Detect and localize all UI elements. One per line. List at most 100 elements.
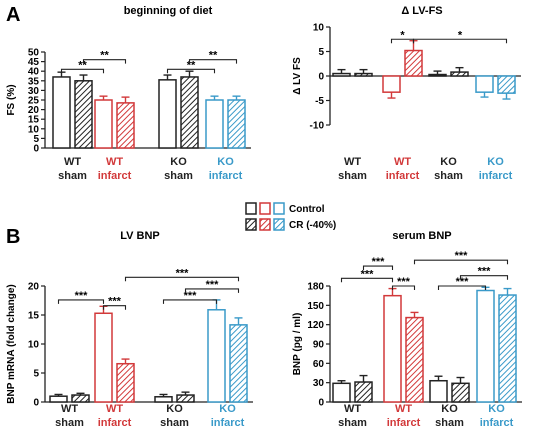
significance-label: *** (455, 250, 469, 262)
y-tick-label: 0 (318, 72, 324, 83)
significance-label: *** (75, 290, 89, 302)
bar-wt-sham-control (332, 72, 351, 77)
bar-wt-infarct-cr (116, 362, 135, 403)
bar-wt-infarct-control (383, 294, 402, 403)
legend-cr-label: CR (-40%) (289, 220, 336, 231)
y-tick-label: 10 (28, 124, 40, 135)
y-tick-label: 20 (28, 105, 40, 116)
bar-ko-sham-control (429, 379, 448, 403)
bar-ko-infarct-cr (497, 75, 516, 94)
significance-bracket (413, 259, 509, 265)
y-tick-label: 60 (313, 359, 325, 370)
significance-label: *** (456, 276, 470, 288)
legend-control-label: Control (289, 204, 325, 215)
bar-wt-sham-cr (71, 394, 90, 403)
significance-bracket (391, 285, 416, 290)
bar-ko-infarct-control (475, 75, 494, 93)
bar-wt-sham-cr (354, 381, 373, 403)
y-tick-label: 120 (307, 320, 324, 331)
significance-bracket (57, 299, 105, 304)
panel-label-b: B (6, 226, 20, 248)
y-tick-label: -5 (315, 96, 324, 107)
significance-bracket (166, 68, 216, 74)
y-tick-label: 15 (28, 311, 40, 322)
significance-label: *** (206, 279, 220, 291)
bar-wt-infarct-control (382, 75, 401, 93)
significance-label: *** (108, 296, 122, 308)
significance-label: ** (78, 59, 87, 71)
significance-bracket (437, 285, 487, 290)
bar-ko-infarct-control (207, 309, 226, 403)
significance-label: ** (187, 59, 196, 71)
category-label-line1: WT (106, 403, 123, 415)
category-label-line2: sham (338, 417, 367, 429)
bar-ko-infarct-cr (229, 324, 248, 403)
y-tick-label: 5 (318, 47, 324, 58)
chart-lv-bnp: LV BNP BNP mRNA (fold change) 0 5 10 15 20 WT sh… (6, 230, 253, 429)
category-label-line1: WT (395, 403, 412, 415)
y-tick-label: 5 (33, 134, 39, 145)
category-label-line1: KO (441, 403, 458, 415)
significance-bracket (340, 277, 394, 283)
bar-wt-sham-control (49, 395, 68, 403)
category-label-line2: sham (55, 417, 84, 429)
significance-bracket (124, 276, 240, 282)
legend-control-swatch-red (259, 202, 271, 215)
chart-title: LV BNP (120, 230, 160, 242)
significance-label: ** (209, 50, 218, 62)
category-label-line2: sham (164, 170, 193, 182)
category-label-line1: KO (487, 156, 504, 168)
significance-label: * (400, 29, 405, 41)
category-label-line1: KO (170, 156, 187, 168)
significance-bracket (162, 299, 218, 304)
significance-bracket (102, 305, 127, 310)
y-tick-label: 30 (28, 86, 40, 97)
y-axis-label: Δ LV FS (292, 57, 303, 95)
category-label-line2: sham (338, 170, 367, 182)
legend-control-swatch-black (245, 202, 257, 215)
y-tick-label: 5 (33, 369, 39, 380)
y-tick-label: 25 (28, 96, 40, 107)
bar-wt-infarct-cr (116, 102, 135, 149)
significance-label: * (458, 29, 463, 41)
y-tick-label: 180 (307, 282, 324, 293)
legend-cr-swatch-blue (273, 218, 285, 231)
category-label-line1: KO (488, 403, 505, 415)
y-tick-label: 10 (313, 23, 325, 34)
category-label-line2: sham (58, 170, 87, 182)
y-tick-label: 0 (33, 398, 39, 409)
category-label-line2: sham (160, 417, 189, 429)
significance-bracket (184, 288, 240, 293)
bar-ko-sham-cr (450, 71, 469, 77)
chart-fs: beginning of diet FS (%) 05101520253035404… (6, 5, 251, 182)
legend: Control CR (-40%) (245, 202, 336, 231)
bar-wt-sham-cr (354, 72, 373, 77)
bar-wt-sham-control (52, 76, 71, 149)
category-label-line1: KO (166, 403, 183, 415)
bar-ko-sham-control (154, 396, 173, 403)
bar-wt-infarct-control (94, 99, 113, 149)
significance-bracket (188, 59, 238, 64)
y-tick-label: 30 (313, 378, 325, 389)
significance-bracket (362, 265, 394, 271)
significance-label: *** (184, 290, 198, 302)
y-tick-label: 15 (28, 115, 40, 126)
category-label-line1: WT (61, 403, 78, 415)
significance-bracket (60, 68, 105, 74)
significance-bracket (459, 275, 509, 280)
significance-bracket (82, 59, 127, 64)
y-tick-label: 10 (28, 340, 40, 351)
significance-label: ** (100, 50, 109, 62)
category-label-line1: WT (64, 156, 81, 168)
bar-wt-infarct-cr (405, 316, 424, 403)
y-tick-label: 150 (307, 301, 324, 312)
category-label-line1: WT (344, 156, 361, 168)
y-tick-label: 20 (28, 282, 40, 293)
bar-ko-infarct-cr (227, 99, 246, 149)
bar-ko-sham-cr (176, 394, 195, 403)
category-label-line2: infarct (480, 417, 514, 429)
y-axis-label: FS (%) (6, 84, 17, 115)
category-label-line1: KO (217, 156, 234, 168)
significance-label: *** (478, 266, 492, 278)
bar-ko-infarct-control (205, 99, 224, 149)
